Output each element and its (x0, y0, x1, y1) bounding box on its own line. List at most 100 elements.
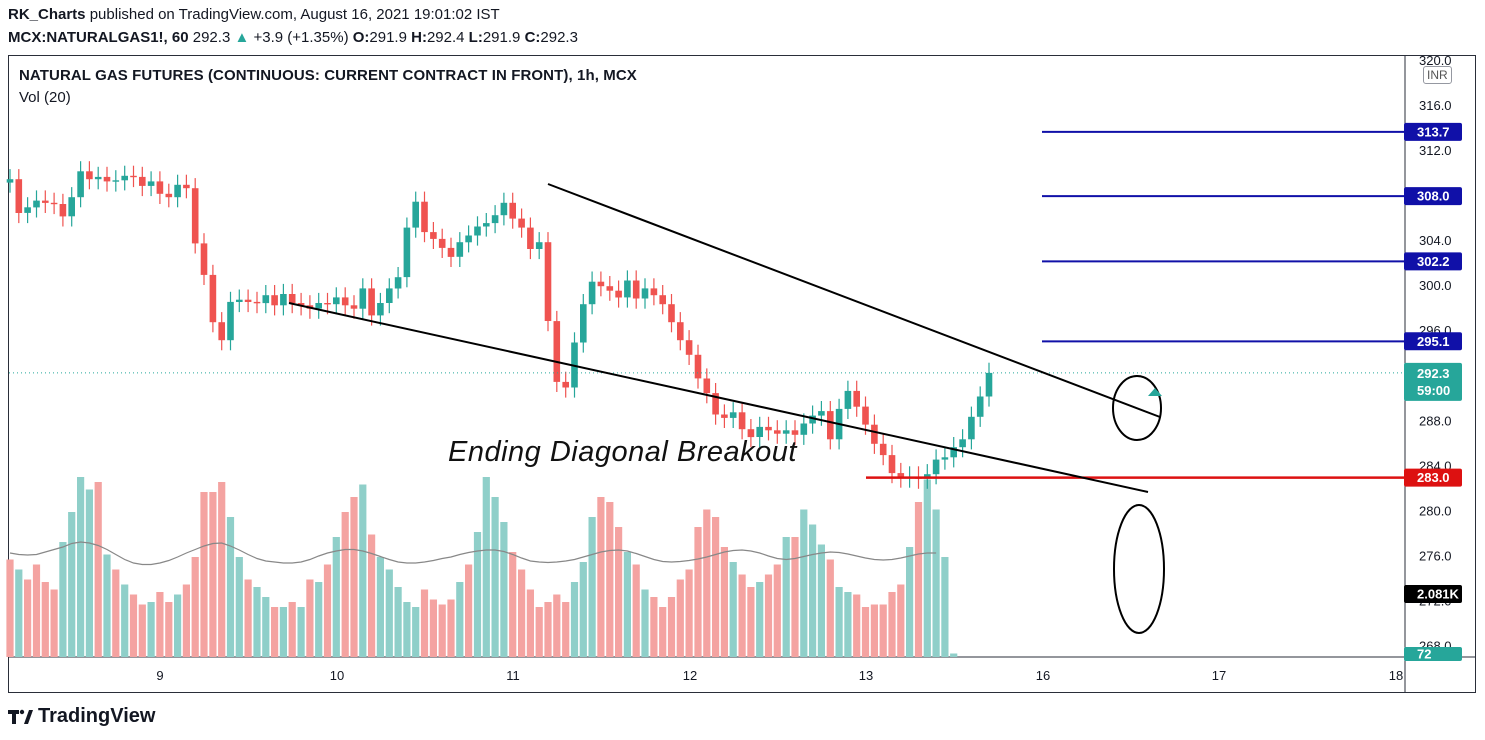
chart-title: NATURAL GAS FUTURES (CONTINUOUS: CURRENT… (19, 67, 637, 84)
ohlc-line: MCX:NATURALGAS1!, 60 292.3 ▲ +3.9 (+1.35… (8, 29, 578, 46)
low-value: 291.9 (482, 29, 521, 46)
volume-bar (412, 607, 420, 657)
candle-body (791, 430, 799, 435)
volume-bar (509, 552, 517, 657)
volume-bar (112, 569, 120, 657)
currency-button[interactable]: INR (1423, 66, 1452, 84)
tradingview-logo[interactable]: TradingView (8, 705, 155, 728)
volume-bar (650, 597, 658, 657)
candle-body (968, 416, 975, 440)
volume-bar (562, 602, 570, 657)
candle-body (77, 171, 84, 198)
candle-body (94, 176, 102, 180)
candle-body (509, 202, 516, 219)
volume-bar (156, 592, 164, 657)
candle-body (33, 200, 40, 208)
candle-body (888, 455, 896, 474)
open-label: O: (352, 29, 370, 46)
candle-body (871, 424, 878, 444)
candle-body (782, 430, 790, 434)
candle-body (465, 235, 472, 243)
volume-bar (817, 544, 825, 657)
candle-body (491, 215, 499, 224)
volume-circle (1113, 504, 1165, 634)
price-tick-label: 300.0 (1419, 278, 1452, 293)
volume-bar (535, 607, 543, 657)
candle-body (897, 473, 905, 478)
candle-body (941, 457, 949, 460)
candle-body (624, 280, 631, 298)
volume-bar (782, 537, 790, 657)
candle-body (359, 288, 367, 309)
close-label: C: (524, 29, 541, 46)
candle-body (518, 218, 525, 228)
candle-body (765, 426, 772, 431)
candle-body (447, 247, 455, 257)
candle-body (412, 201, 419, 228)
candle-body (483, 223, 490, 227)
candle-body (853, 390, 860, 407)
time-tick-label: 9 (156, 668, 163, 683)
volume-bar (147, 602, 155, 657)
volume-bar (253, 587, 261, 657)
volume-bar (518, 569, 526, 657)
volume-bar (932, 509, 940, 657)
open-value: 291.9 (369, 29, 407, 46)
price-tag-295: 295.1 (1417, 334, 1450, 349)
price-tag-308-bg (1404, 187, 1462, 206)
candle-body (421, 201, 428, 233)
candle-body (544, 242, 552, 321)
volume-bar (376, 557, 384, 657)
volume-bar (720, 547, 728, 657)
time-tick-label: 18 (1389, 668, 1403, 683)
volume-bar (394, 587, 402, 657)
candle-body (86, 171, 93, 180)
volume-bar (641, 589, 649, 657)
volume-bar (121, 584, 129, 657)
volume-bar (941, 557, 949, 657)
volume-bar (262, 597, 270, 657)
price-tag-302-bg (1404, 252, 1462, 271)
volume-bar (24, 579, 32, 657)
candle-body (377, 303, 384, 316)
candle-body (818, 411, 825, 416)
price-change: +3.9 (+1.35%) (253, 29, 349, 46)
volume-bar (791, 537, 799, 657)
volume-bar (341, 512, 349, 657)
candle-body (403, 227, 411, 278)
volume-bar (297, 607, 305, 657)
volume-bar (218, 482, 226, 657)
volume-bar (703, 509, 711, 657)
volume-bar (553, 594, 561, 657)
volume-bar (950, 653, 958, 657)
last-price-tag-bg (1404, 362, 1462, 401)
candle-body (879, 443, 887, 456)
candle-body (139, 176, 146, 186)
candle-body (606, 286, 614, 291)
last-price: 292.3 (192, 29, 231, 46)
price-tick-label: 304.0 (1419, 233, 1452, 248)
breakout-annotation: Ending Diagonal Breakout (448, 436, 797, 468)
volume-bar (438, 604, 446, 657)
price-tick-label: 320.0 (1419, 53, 1452, 68)
volume-bar (403, 602, 411, 657)
volume-last-tag-bg (1404, 647, 1462, 661)
price-tag-308: 308.0 (1417, 189, 1450, 204)
candle-body (729, 412, 737, 418)
volume-bar (50, 589, 58, 657)
price-tick-label: 276.0 (1419, 548, 1452, 563)
volume-bar (897, 584, 905, 657)
volume-bar (826, 559, 834, 657)
volume-bar (129, 594, 138, 657)
candle-body (156, 181, 164, 194)
candle-body (183, 184, 190, 189)
volume-bar (729, 562, 737, 657)
last-price-tag: 292.3 (1417, 366, 1450, 381)
candle-body (774, 430, 781, 434)
volume-bar (359, 484, 367, 657)
candle-body (588, 281, 596, 305)
volume-bar (623, 552, 631, 657)
author-name[interactable]: RK_Charts (8, 6, 86, 23)
volume-bar (773, 564, 781, 657)
